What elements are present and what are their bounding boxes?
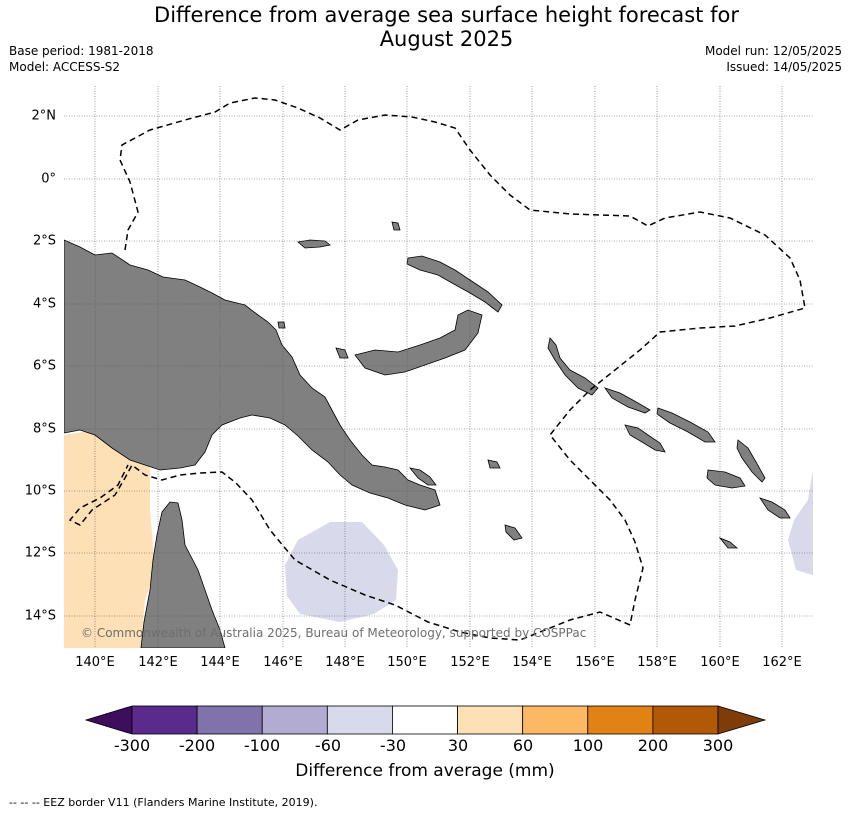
colorbar-segment xyxy=(587,705,654,735)
colorbar-segment xyxy=(326,705,393,735)
eez-footnote: -- -- -- EEZ border V11 (Flanders Marine… xyxy=(9,796,318,809)
graticule xyxy=(64,86,813,648)
colorbar-segment xyxy=(392,705,458,735)
negative-anomaly-patch-east xyxy=(788,470,813,575)
colorbar-tick-label: -30 xyxy=(379,736,407,755)
colorbar-tick-label: 30 xyxy=(447,736,469,755)
colorbar-segment xyxy=(457,705,524,735)
colorbar-tick-label: -200 xyxy=(178,736,216,755)
colorbar-tick-label: -300 xyxy=(113,736,151,755)
land-small-island-4 xyxy=(718,537,739,549)
copyright-notice: © Commonwealth of Australia 2025, Bureau… xyxy=(81,626,587,640)
longitude-label: 142°E xyxy=(138,655,178,670)
land-manus xyxy=(297,239,331,249)
land-small-island-3 xyxy=(504,524,523,541)
land-louisiade-1 xyxy=(409,467,437,486)
longitude-label: 144°E xyxy=(200,655,240,670)
land-cape-york xyxy=(140,501,226,648)
land-malaita xyxy=(736,439,766,483)
longitude-label: 148°E xyxy=(325,655,365,670)
title-line-2: August 2025 xyxy=(379,27,514,51)
colorbar-tick-label: 60 xyxy=(512,736,534,755)
run-info: Model run: 12/05/2025 Issued: 14/05/2025 xyxy=(705,43,842,75)
colorbar-tick-label: -100 xyxy=(243,736,281,755)
land-small-island-2 xyxy=(335,347,349,359)
land-small-island-6 xyxy=(487,459,501,469)
colorbar-tick-label: -60 xyxy=(314,736,342,755)
land-choiseul xyxy=(603,387,651,414)
latitude-label: 4°S xyxy=(32,296,56,312)
land-small-island-5 xyxy=(277,321,286,329)
longitude-label: 154°E xyxy=(512,655,552,670)
title-line-1: Difference from average sea surface heig… xyxy=(154,3,739,27)
longitude-label: 158°E xyxy=(637,655,677,670)
land-small-island-1 xyxy=(391,221,401,231)
latitude-label: 2°N xyxy=(31,108,57,124)
colorbar-arrow-high xyxy=(717,705,767,735)
colorbar-label: Difference from average (mm) xyxy=(295,761,555,781)
positive-anomaly-region xyxy=(64,430,155,648)
latitude-label: 14°S xyxy=(24,608,56,624)
land-santa-isabel xyxy=(656,407,716,443)
colorbar xyxy=(84,705,767,735)
longitude-label: 152°E xyxy=(450,655,490,670)
colorbar-tick-label: 300 xyxy=(702,736,734,755)
longitude-label: 150°E xyxy=(387,655,427,670)
land-new-ireland xyxy=(406,255,503,313)
land-new-georgia xyxy=(624,424,666,453)
land-new-guinea xyxy=(64,239,441,511)
model-info: Base period: 1981-2018 Model: ACCESS-S2 xyxy=(9,43,154,75)
colorbar-tick-label: 100 xyxy=(572,736,604,755)
colorbar-segment xyxy=(131,705,198,735)
latitude-label: 10°S xyxy=(24,483,56,499)
longitude-label: 160°E xyxy=(700,655,740,670)
map-title: Difference from average sea surface heig… xyxy=(0,3,850,51)
model-name-text: Model: ACCESS-S2 xyxy=(9,60,121,74)
latitude-label: 0° xyxy=(41,171,56,187)
latitude-label: 6°S xyxy=(32,358,56,374)
land-makira xyxy=(759,497,791,519)
eez-border xyxy=(68,97,806,641)
colorbar-segment xyxy=(261,705,328,735)
colorbar-segment xyxy=(522,705,589,735)
latitude-label: 8°S xyxy=(32,421,56,437)
longitude-label: 146°E xyxy=(263,655,303,670)
longitude-label: 156°E xyxy=(575,655,615,670)
latitude-label: 12°S xyxy=(24,545,56,561)
longitude-label: 140°E xyxy=(75,655,115,670)
colorbar-segment xyxy=(196,705,263,735)
colorbar-arrow-low xyxy=(84,705,133,735)
latitude-label: 2°S xyxy=(32,233,56,249)
issued-text: Issued: 14/05/2025 xyxy=(726,60,842,74)
longitude-label: 162°E xyxy=(762,655,802,670)
base-period-text: Base period: 1981-2018 xyxy=(9,44,154,58)
sea-surface-height-map xyxy=(64,86,813,648)
colorbar-segment xyxy=(652,705,719,735)
land-guadalcanal xyxy=(706,469,746,489)
land-new-britain xyxy=(354,309,483,376)
model-run-text: Model run: 12/05/2025 xyxy=(704,44,842,58)
colorbar-tick-label: 200 xyxy=(637,736,669,755)
